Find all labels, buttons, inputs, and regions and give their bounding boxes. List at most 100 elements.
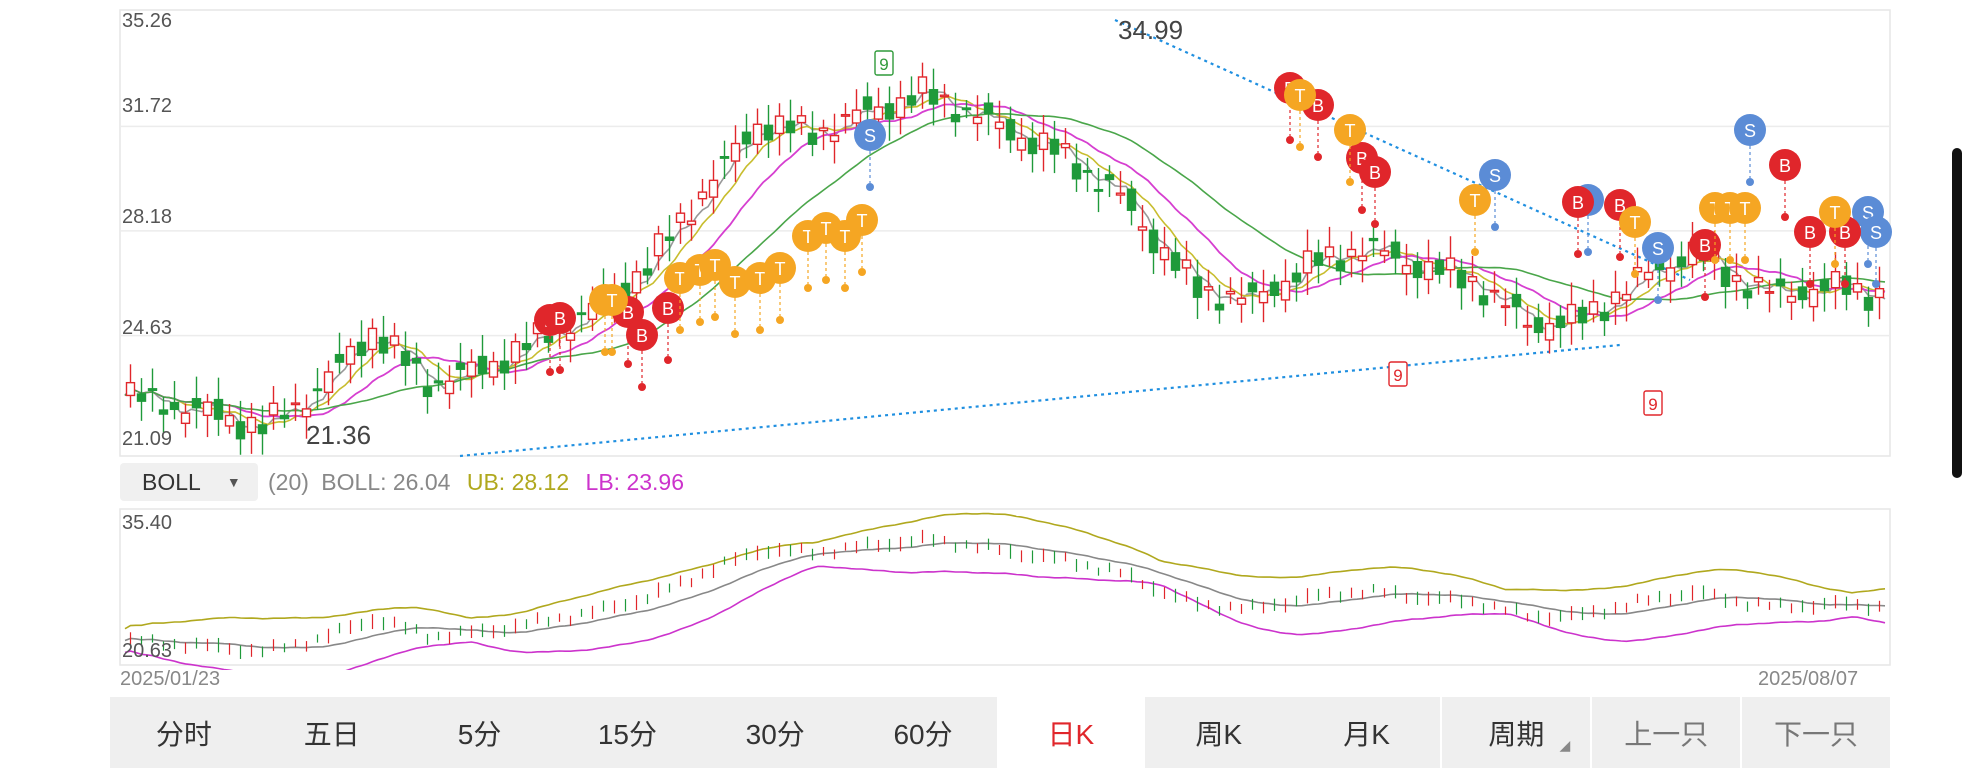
candlestick-chart[interactable]: BBBBBTTTTTTTTTTTTSBBBBTTTSSSSSSBBBBBBTTT… xyxy=(0,0,1978,460)
y-axis-tick: 31.72 xyxy=(122,95,173,117)
prev-stock-button[interactable]: 上一只 xyxy=(1590,697,1740,768)
candle-body xyxy=(994,121,1005,130)
tab-monthly-k[interactable]: 月K xyxy=(1293,697,1441,768)
candle-body xyxy=(1225,290,1236,295)
candle-body xyxy=(664,236,675,241)
candle-body xyxy=(235,421,246,440)
signal-dot xyxy=(1584,248,1592,256)
ub-value: UB: 28.12 xyxy=(466,468,570,495)
sell-signal-icon xyxy=(854,119,886,151)
candle-body xyxy=(631,271,642,294)
candle-body xyxy=(1445,257,1456,271)
signal-dot xyxy=(1314,153,1322,161)
signal-dot xyxy=(556,366,564,374)
tab-weekly-k[interactable]: 周K xyxy=(1145,697,1293,768)
sequence-count-label: 9 xyxy=(1648,395,1657,414)
indicator-param: (20) xyxy=(268,468,309,495)
signal-letter: T xyxy=(607,291,618,311)
tab-period[interactable]: 周期 ◢ xyxy=(1440,697,1590,768)
signal-dot xyxy=(1296,143,1304,151)
candle-body xyxy=(741,131,752,145)
candle-body xyxy=(697,191,708,200)
signal-dot xyxy=(664,356,672,364)
signal-dot xyxy=(1631,270,1639,278)
candle-body xyxy=(1544,322,1555,341)
candle-body xyxy=(1071,163,1082,180)
tab-30min[interactable]: 30分 xyxy=(701,697,849,768)
candle-body xyxy=(1467,276,1478,283)
signal-dot xyxy=(608,348,616,356)
signal-letter: S xyxy=(864,126,876,146)
signal-letter: T xyxy=(1295,86,1306,106)
sequence-count-label: 9 xyxy=(879,55,888,74)
boll-lower-line xyxy=(124,565,1886,670)
candle-body xyxy=(928,89,939,105)
candle-body xyxy=(1060,143,1071,149)
signal-letter: T xyxy=(775,259,786,279)
signal-dot xyxy=(1346,178,1354,186)
end-date: 2025/08/07 xyxy=(1758,668,1859,690)
candle-body xyxy=(1005,119,1016,141)
tab-daily-k[interactable]: 日K xyxy=(996,697,1145,768)
signal-letter: B xyxy=(1369,163,1381,183)
tab-5min[interactable]: 5分 xyxy=(406,697,554,768)
candle-body xyxy=(796,115,807,124)
signal-dot xyxy=(1831,260,1839,268)
y-axis-tick: 35.26 xyxy=(122,10,173,32)
signal-dot xyxy=(1781,213,1789,221)
y-axis-tick: 28.18 xyxy=(122,206,173,228)
signal-dot xyxy=(731,330,739,338)
signal-letter: T xyxy=(695,261,706,281)
signal-letter: S xyxy=(1870,223,1882,243)
tab-label: 5分 xyxy=(457,718,502,750)
candle-body xyxy=(521,343,532,351)
tab-60min[interactable]: 60分 xyxy=(849,697,997,768)
candle-body xyxy=(906,95,917,106)
candle-body xyxy=(829,134,840,143)
indicator-values: (20) BOLL: 26.04 UB: 28.12 LB: 23.96 xyxy=(258,469,684,496)
boll-indicator-chart[interactable] xyxy=(0,500,1978,670)
scrollbar-thumb[interactable] xyxy=(1952,148,1962,478)
candle-body xyxy=(1115,192,1126,196)
signal-dot xyxy=(776,316,784,324)
candle-body xyxy=(1368,237,1379,242)
candle-body xyxy=(1038,132,1049,151)
sequence-count-label: 9 xyxy=(1393,366,1402,385)
candle-body xyxy=(1588,301,1599,315)
candle-body xyxy=(1159,247,1170,261)
signal-dot xyxy=(1726,256,1734,264)
candle-body xyxy=(411,357,422,364)
boll-value: BOLL: 26.04 xyxy=(321,468,451,495)
indicator-bar: BOLL ▼ (20) BOLL: 26.04 UB: 28.12 LB: 23… xyxy=(120,463,684,501)
candle-body xyxy=(1137,226,1148,231)
tab-five-day[interactable]: 五日 xyxy=(258,697,406,768)
signal-dot xyxy=(1654,296,1662,304)
tab-timeshare[interactable]: 分时 xyxy=(110,697,258,768)
candle-body xyxy=(125,381,136,397)
candle-body xyxy=(1390,241,1401,259)
signal-dot xyxy=(841,284,849,292)
top-signal-icon xyxy=(846,204,878,236)
candle-body xyxy=(1511,293,1522,308)
candle-body xyxy=(1379,250,1390,257)
candle-body xyxy=(840,113,851,117)
candle-body xyxy=(499,360,510,374)
tab-label: 五日 xyxy=(303,718,360,750)
candle-body xyxy=(158,409,169,415)
candle-body xyxy=(1808,288,1819,308)
candle-body xyxy=(1269,281,1280,297)
tab-15min[interactable]: 15分 xyxy=(553,697,701,768)
indicator-select[interactable]: BOLL ▼ xyxy=(120,463,258,501)
candle-body xyxy=(1291,272,1302,283)
candle-body xyxy=(1335,260,1346,272)
candle-body xyxy=(466,361,477,377)
candle-body xyxy=(1456,269,1467,289)
candle-body xyxy=(180,412,191,425)
candle-body xyxy=(1401,264,1412,275)
next-stock-button[interactable]: 下一只 xyxy=(1740,697,1890,768)
candle-body xyxy=(367,327,378,351)
top-signal-icon xyxy=(764,252,796,284)
candle-body xyxy=(774,115,785,135)
signal-dot xyxy=(1574,250,1582,258)
signal-letter: T xyxy=(803,227,814,247)
